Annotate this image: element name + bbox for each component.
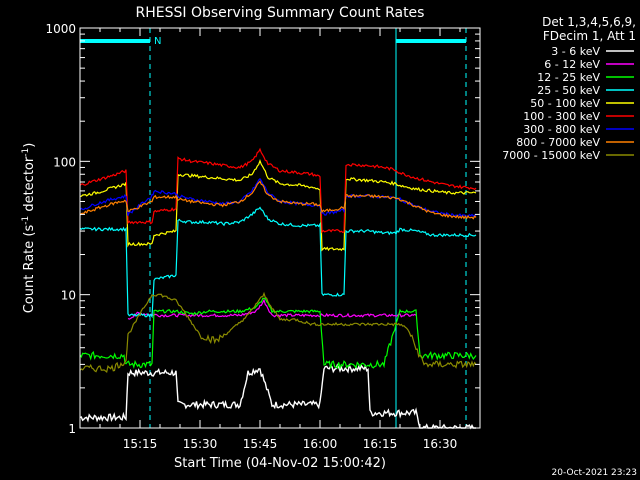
legend-label-5: 50 - 100 keV bbox=[530, 97, 600, 110]
series-line-9 bbox=[79, 291, 477, 373]
chart-title: RHESSI Observing Summary Count Rates bbox=[136, 5, 425, 21]
y-tick-label-4: 1000 bbox=[45, 22, 76, 36]
legend-label-9: 7000 - 15000 keV bbox=[502, 149, 600, 162]
legend-label-4: 25 - 50 keV bbox=[537, 84, 600, 97]
legend-label-3: 12 - 25 keV bbox=[537, 71, 600, 84]
legend-label-6: 100 - 300 keV bbox=[523, 110, 600, 123]
legend-label-2: 6 - 12 keV bbox=[544, 58, 600, 71]
x-tick-label-4: 16:00 bbox=[303, 437, 338, 451]
y-axis-ticks: 1 10 100 1000 bbox=[45, 22, 480, 436]
night-flags: N bbox=[80, 36, 466, 47]
legend-label-1: 3 - 6 keV bbox=[551, 45, 600, 58]
y-tick-label-3: 100 bbox=[53, 155, 76, 169]
x-tick-label-6: 16:30 bbox=[423, 437, 458, 451]
night-flag-label: N bbox=[154, 36, 161, 47]
x-tick-label-2: 15:30 bbox=[183, 437, 218, 451]
x-tick-label-1: 15:15 bbox=[123, 437, 158, 451]
x-tick-label-5: 16:15 bbox=[363, 437, 398, 451]
series-line-4 bbox=[79, 206, 477, 319]
legend-label-7: 300 - 800 keV bbox=[523, 123, 600, 136]
timestamp: 20-Oct-2021 23:23 bbox=[552, 468, 637, 478]
y-tick-label-1: 1 bbox=[68, 422, 76, 436]
x-axis-label: Start Time (04-Nov-02 15:00:42) bbox=[174, 456, 386, 471]
legend-header-line-1: Det 1,3,4,5,6,9, bbox=[542, 15, 636, 29]
series-line-3 bbox=[79, 297, 477, 370]
series-line-1 bbox=[79, 363, 476, 430]
series-line-7 bbox=[79, 177, 477, 218]
series-line-6 bbox=[79, 147, 477, 234]
legend-label-8: 800 - 7000 keV bbox=[516, 136, 600, 149]
legend-header-line-2: FDecim 1, Att 1 bbox=[543, 29, 636, 43]
x-tick-label-3: 15:45 bbox=[243, 437, 278, 451]
y-axis-label: Count Rate (s-1 detector-1) bbox=[21, 143, 37, 314]
orbit-boundary-lines bbox=[79, 28, 467, 428]
x-axis-ticks: 15:15 15:30 15:45 16:00 16:15 16:30 bbox=[99, 28, 461, 451]
series-line-8 bbox=[79, 180, 477, 220]
y-tick-label-2: 10 bbox=[61, 289, 76, 303]
series-line-5 bbox=[79, 159, 477, 252]
series-line-2 bbox=[127, 298, 417, 320]
series-lines bbox=[79, 147, 477, 430]
